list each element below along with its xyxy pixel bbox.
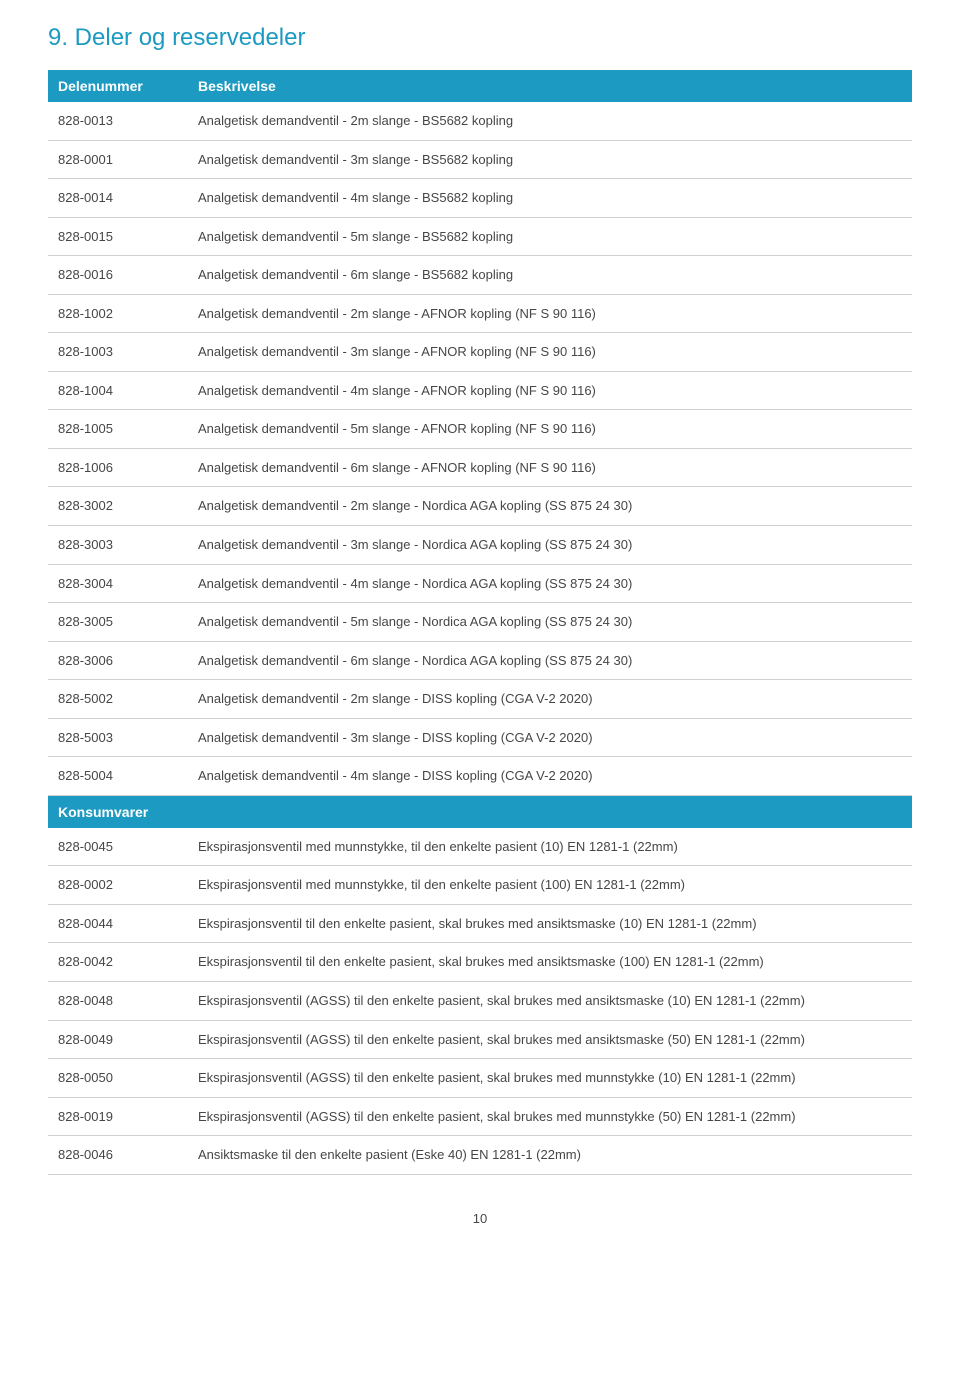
- table-row: 828-3002Analgetisk demandventil - 2m sla…: [48, 487, 912, 526]
- cell-partnum: 828-0019: [48, 1097, 188, 1136]
- table-row: 828-0050Ekspirasjonsventil (AGSS) til de…: [48, 1059, 912, 1098]
- cell-partnum: 828-0016: [48, 256, 188, 295]
- table-row: 828-3004Analgetisk demandventil - 4m sla…: [48, 564, 912, 603]
- cell-partnum: 828-3004: [48, 564, 188, 603]
- cell-partnum: 828-0001: [48, 140, 188, 179]
- cell-description: Analgetisk demandventil - 3m slange - BS…: [188, 140, 912, 179]
- table-row: 828-0049Ekspirasjonsventil (AGSS) til de…: [48, 1020, 912, 1059]
- cell-partnum: 828-3005: [48, 603, 188, 642]
- cell-description: Ekspirasjonsventil med munnstykke, til d…: [188, 866, 912, 905]
- cell-partnum: 828-0046: [48, 1136, 188, 1175]
- table-row: 828-1004Analgetisk demandventil - 4m sla…: [48, 371, 912, 410]
- table-row: 828-0019Ekspirasjonsventil (AGSS) til de…: [48, 1097, 912, 1136]
- table-row: 828-0048Ekspirasjonsventil (AGSS) til de…: [48, 982, 912, 1021]
- cell-description: Analgetisk demandventil - 3m slange - DI…: [188, 718, 912, 757]
- cell-description: Analgetisk demandventil - 2m slange - AF…: [188, 294, 912, 333]
- table-row: 828-0013Analgetisk demandventil - 2m sla…: [48, 102, 912, 140]
- cell-partnum: 828-0042: [48, 943, 188, 982]
- cell-partnum: 828-0013: [48, 102, 188, 140]
- cell-description: Analgetisk demandventil - 3m slange - No…: [188, 526, 912, 565]
- cell-partnum: 828-5003: [48, 718, 188, 757]
- table-row: 828-0002Ekspirasjonsventil med munnstykk…: [48, 866, 912, 905]
- subheader-label: Konsumvarer: [48, 795, 912, 828]
- table-row: 828-3003Analgetisk demandventil - 3m sla…: [48, 526, 912, 565]
- col-header-partnum: Delenummer: [48, 70, 188, 102]
- table-row: 828-0016Analgetisk demandventil - 6m sla…: [48, 256, 912, 295]
- table-row: 828-1003Analgetisk demandventil - 3m sla…: [48, 333, 912, 372]
- cell-description: Ekspirasjonsventil med munnstykke, til d…: [188, 828, 912, 866]
- parts-table: Delenummer Beskrivelse 828-0013Analgetis…: [48, 70, 912, 1175]
- cell-partnum: 828-5004: [48, 757, 188, 796]
- cell-description: Analgetisk demandventil - 4m slange - AF…: [188, 371, 912, 410]
- table-row: 828-0042Ekspirasjonsventil til den enkel…: [48, 943, 912, 982]
- cell-partnum: 828-0049: [48, 1020, 188, 1059]
- table-row: 828-5002Analgetisk demandventil - 2m sla…: [48, 680, 912, 719]
- cell-description: Analgetisk demandventil - 5m slange - BS…: [188, 217, 912, 256]
- cell-description: Ekspirasjonsventil til den enkelte pasie…: [188, 943, 912, 982]
- table-header-row: Delenummer Beskrivelse: [48, 70, 912, 102]
- cell-description: Analgetisk demandventil - 6m slange - AF…: [188, 448, 912, 487]
- table-row: 828-0046Ansiktsmaske til den enkelte pas…: [48, 1136, 912, 1175]
- cell-partnum: 828-1003: [48, 333, 188, 372]
- cell-partnum: 828-0044: [48, 904, 188, 943]
- cell-description: Analgetisk demandventil - 4m slange - DI…: [188, 757, 912, 796]
- cell-description: Analgetisk demandventil - 5m slange - No…: [188, 603, 912, 642]
- cell-partnum: 828-1002: [48, 294, 188, 333]
- table-row: 828-0045Ekspirasjonsventil med munnstykk…: [48, 828, 912, 866]
- cell-partnum: 828-0050: [48, 1059, 188, 1098]
- table-row: 828-1006Analgetisk demandventil - 6m sla…: [48, 448, 912, 487]
- table-row: 828-3006Analgetisk demandventil - 6m sla…: [48, 641, 912, 680]
- table-row: 828-0015Analgetisk demandventil - 5m sla…: [48, 217, 912, 256]
- cell-description: Analgetisk demandventil - 2m slange - No…: [188, 487, 912, 526]
- table-subheader-konsumvarer: Konsumvarer: [48, 795, 912, 828]
- cell-description: Analgetisk demandventil - 4m slange - No…: [188, 564, 912, 603]
- table-row: 828-0001Analgetisk demandventil - 3m sla…: [48, 140, 912, 179]
- table-row: 828-0044Ekspirasjonsventil til den enkel…: [48, 904, 912, 943]
- cell-partnum: 828-0014: [48, 179, 188, 218]
- page-number: 10: [48, 1211, 912, 1226]
- section-title: 9. Deler og reservedeler: [48, 24, 912, 52]
- cell-description: Analgetisk demandventil - 4m slange - BS…: [188, 179, 912, 218]
- cell-partnum: 828-5002: [48, 680, 188, 719]
- cell-description: Analgetisk demandventil - 3m slange - AF…: [188, 333, 912, 372]
- cell-partnum: 828-0002: [48, 866, 188, 905]
- cell-description: Ansiktsmaske til den enkelte pasient (Es…: [188, 1136, 912, 1175]
- cell-partnum: 828-3006: [48, 641, 188, 680]
- cell-description: Ekspirasjonsventil (AGSS) til den enkelt…: [188, 1097, 912, 1136]
- table-row: 828-1005Analgetisk demandventil - 5m sla…: [48, 410, 912, 449]
- cell-description: Analgetisk demandventil - 5m slange - AF…: [188, 410, 912, 449]
- cell-description: Analgetisk demandventil - 2m slange - BS…: [188, 102, 912, 140]
- cell-description: Ekspirasjonsventil (AGSS) til den enkelt…: [188, 1059, 912, 1098]
- cell-partnum: 828-0048: [48, 982, 188, 1021]
- cell-partnum: 828-1004: [48, 371, 188, 410]
- cell-partnum: 828-1006: [48, 448, 188, 487]
- table-row: 828-5004Analgetisk demandventil - 4m sla…: [48, 757, 912, 796]
- cell-description: Analgetisk demandventil - 6m slange - No…: [188, 641, 912, 680]
- table-row: 828-1002Analgetisk demandventil - 2m sla…: [48, 294, 912, 333]
- cell-description: Ekspirasjonsventil (AGSS) til den enkelt…: [188, 1020, 912, 1059]
- cell-description: Ekspirasjonsventil (AGSS) til den enkelt…: [188, 982, 912, 1021]
- table-row: 828-3005Analgetisk demandventil - 5m sla…: [48, 603, 912, 642]
- cell-partnum: 828-1005: [48, 410, 188, 449]
- cell-description: Analgetisk demandventil - 6m slange - BS…: [188, 256, 912, 295]
- col-header-description: Beskrivelse: [188, 70, 912, 102]
- cell-description: Analgetisk demandventil - 2m slange - DI…: [188, 680, 912, 719]
- table-row: 828-5003Analgetisk demandventil - 3m sla…: [48, 718, 912, 757]
- cell-partnum: 828-3002: [48, 487, 188, 526]
- cell-partnum: 828-3003: [48, 526, 188, 565]
- cell-description: Ekspirasjonsventil til den enkelte pasie…: [188, 904, 912, 943]
- cell-partnum: 828-0045: [48, 828, 188, 866]
- cell-partnum: 828-0015: [48, 217, 188, 256]
- table-row: 828-0014Analgetisk demandventil - 4m sla…: [48, 179, 912, 218]
